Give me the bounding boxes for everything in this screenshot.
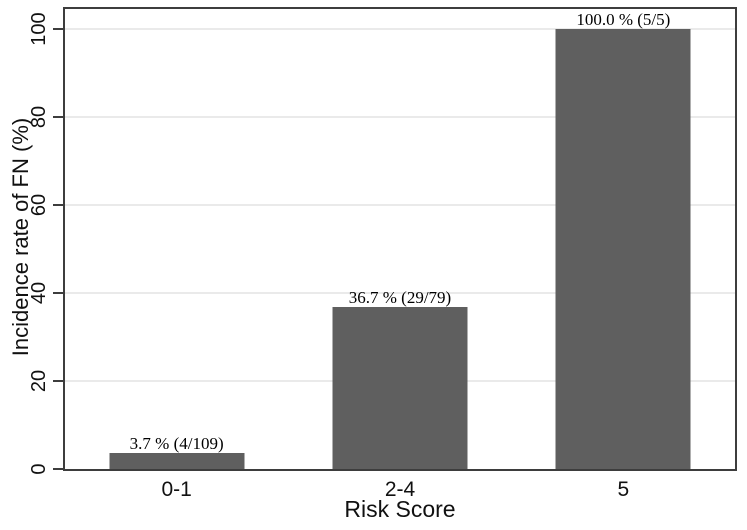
- plot-area: 3.7 % (4/109) 36.7 % (29/79) 100.0 % (5/…: [28, 7, 737, 500]
- x-axis-title: Risk Score: [344, 496, 456, 522]
- bar-value-label: 36.7 % (29/79): [348, 288, 452, 308]
- x-tick-label: 2-4: [384, 478, 416, 501]
- gridline: [65, 291, 735, 294]
- bar-group-0-1: 3.7 % (4/109): [109, 435, 245, 469]
- bar-value-label: 3.7 % (4/109): [129, 433, 224, 453]
- y-tick-label: 60: [28, 193, 50, 217]
- y-tick-label: 0: [28, 463, 50, 475]
- y-tick-label: 80: [28, 105, 50, 128]
- y-tick: [53, 379, 63, 382]
- bar: [555, 28, 691, 469]
- y-tick-label: 40: [28, 281, 50, 305]
- y-tick: [53, 27, 63, 30]
- gridline: [65, 115, 735, 118]
- bar: [109, 452, 245, 469]
- bar-value-label: 100.0 % (5/5): [576, 9, 671, 29]
- y-tick: [53, 115, 63, 118]
- y-tick: [53, 203, 63, 206]
- y-tick-label: 20: [28, 369, 50, 393]
- bar: [332, 307, 468, 469]
- gridline: [65, 203, 735, 206]
- y-tick: [53, 291, 63, 294]
- y-axis-title: Incidence rate of FN (%): [8, 117, 33, 357]
- bar-group-5: 100.0 % (5/5): [555, 11, 691, 469]
- bar-group-2-4: 36.7 % (29/79): [332, 289, 468, 469]
- x-tick-label: 5: [617, 478, 630, 501]
- y-tick-label: 100: [28, 12, 50, 46]
- y-tick: [53, 468, 63, 470]
- gridline: [65, 27, 735, 30]
- x-tick-label: 0-1: [161, 478, 192, 501]
